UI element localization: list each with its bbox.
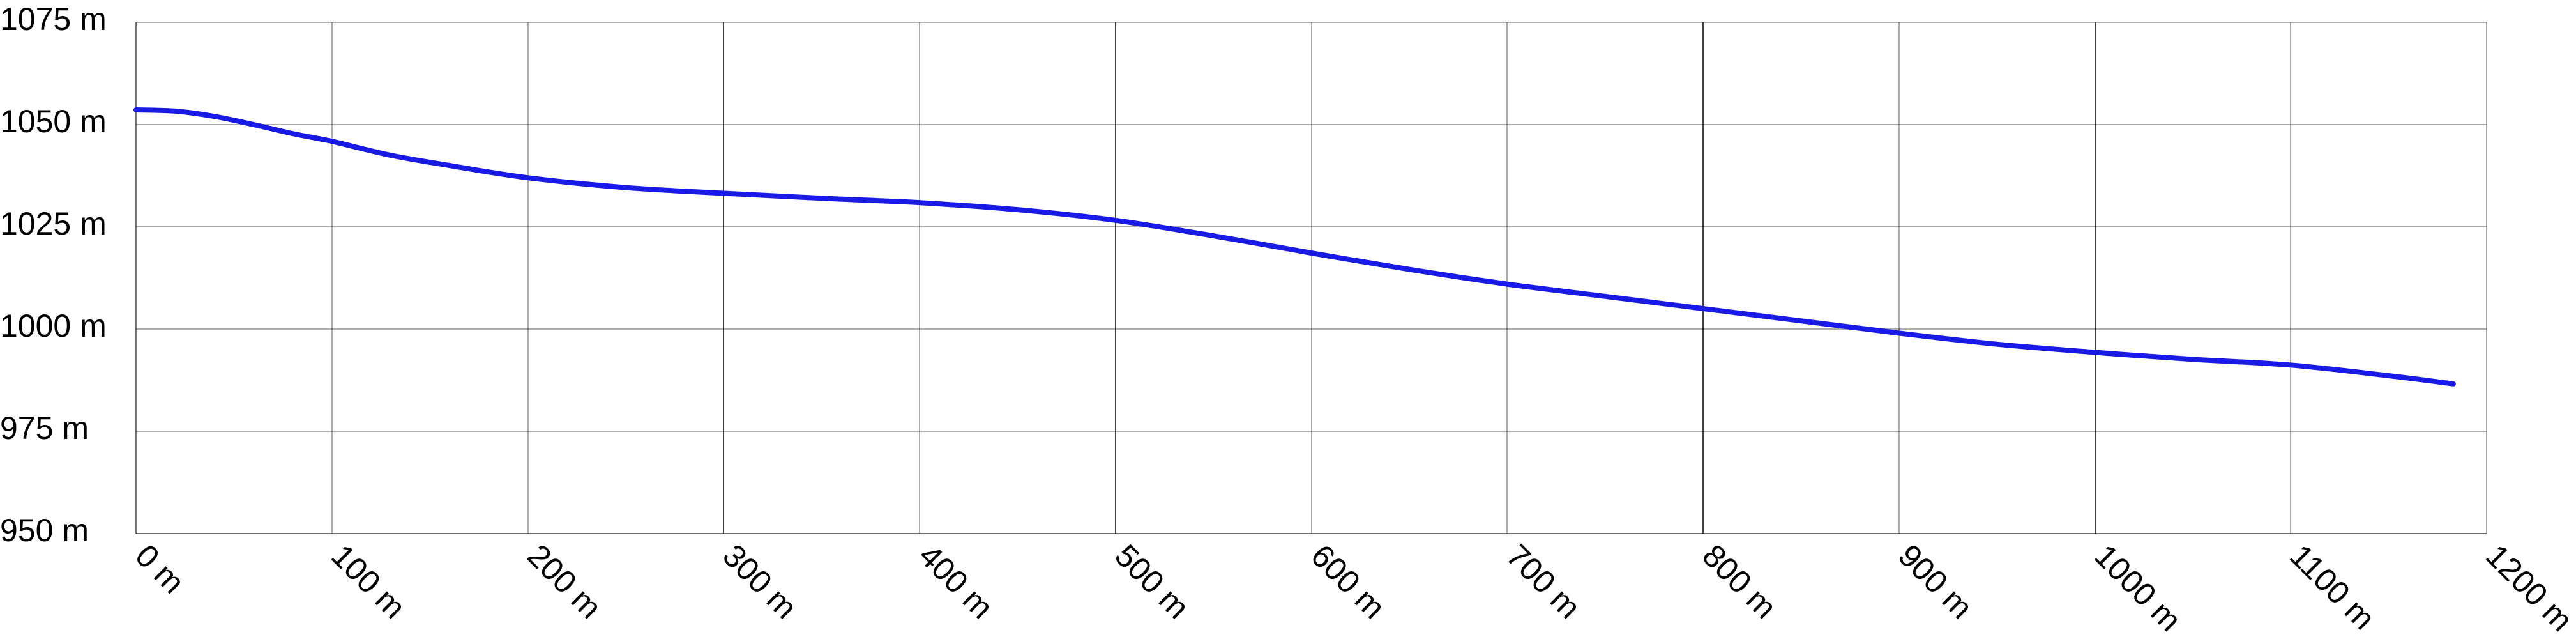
y-tick-label: 1075 m xyxy=(0,1,107,37)
series-group xyxy=(133,107,2456,387)
elevation-series-line xyxy=(133,107,2456,387)
x-tick-label: 1100 m xyxy=(2283,537,2382,636)
x-tick-label: 600 m xyxy=(1304,537,1392,626)
x-tick-label: 500 m xyxy=(1108,537,1196,626)
x-tick-label: 700 m xyxy=(1499,537,1587,626)
grid xyxy=(135,22,2487,534)
x-tick-label: 1200 m xyxy=(2479,537,2576,638)
y-tick-label: 1025 m xyxy=(0,206,107,242)
y-tick-label: 1050 m xyxy=(0,104,107,139)
x-tick-label: 300 m xyxy=(716,537,804,626)
x-tick-label: 200 m xyxy=(520,537,609,626)
y-tick-labels: 950 m 975 m 1000 m 1025 m 1050 m 1075 m xyxy=(0,1,107,548)
x-tick-label: 1000 m xyxy=(2087,537,2188,638)
x-tick-label: 800 m xyxy=(1695,537,1784,626)
y-tick-label: 1000 m xyxy=(0,308,107,344)
x-tick-label: 400 m xyxy=(912,537,1000,626)
y-tick-label: 975 m xyxy=(0,410,89,446)
x-tick-label: 100 m xyxy=(324,537,413,626)
x-tick-label: 0 m xyxy=(128,537,192,601)
x-tick-label: 900 m xyxy=(1891,537,1980,626)
x-tick-labels: 0 m 100 m 200 m 300 m 400 m 500 m 600 m 700 m 80… xyxy=(128,537,2576,638)
y-tick-label: 950 m xyxy=(0,512,89,548)
